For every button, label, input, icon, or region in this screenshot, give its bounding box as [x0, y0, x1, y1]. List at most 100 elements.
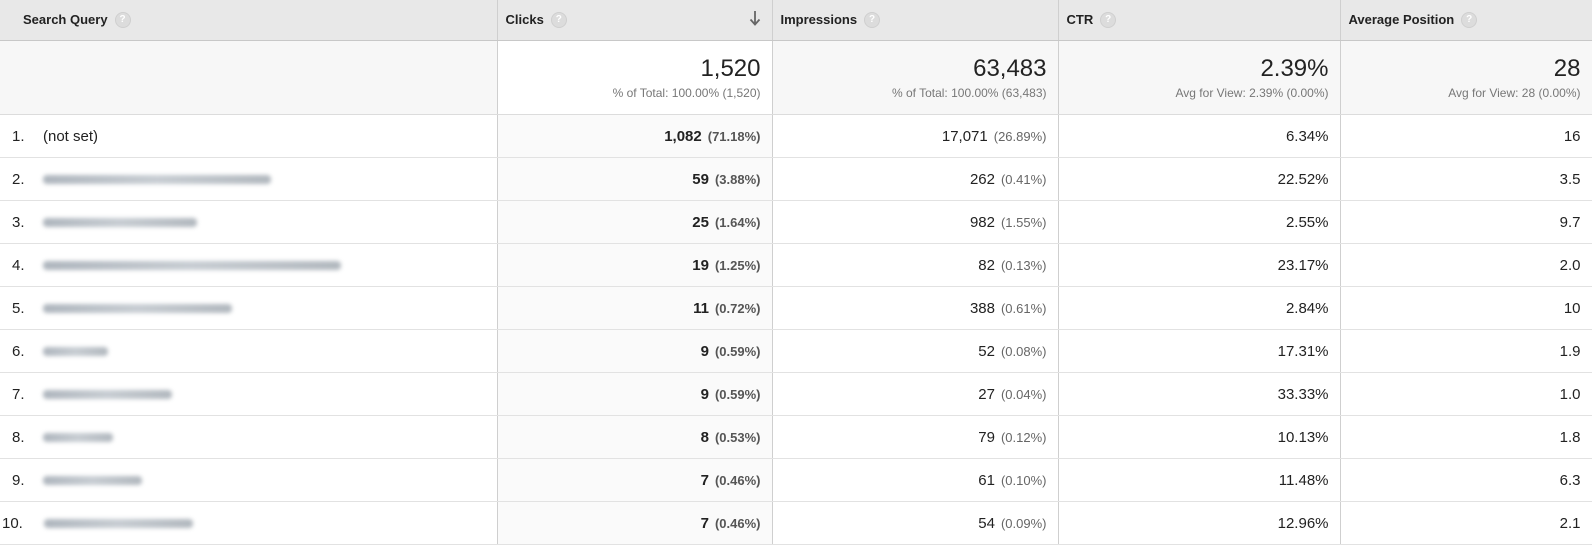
ctr-cell: 12.96%	[1058, 501, 1341, 545]
redacted-query-text	[43, 476, 143, 486]
search-query-cell[interactable]: 8.	[0, 415, 498, 459]
search-query-cell[interactable]: 10.	[0, 501, 498, 545]
position-value: 2.1	[1559, 514, 1581, 532]
help-icon[interactable]: ?	[114, 12, 131, 29]
row-rank: 8.	[12, 428, 25, 446]
position-value: 6.3	[1559, 471, 1581, 489]
column-header-clicks[interactable]: Clicks?	[497, 0, 773, 41]
impressions-value: 54	[978, 514, 995, 532]
table-row[interactable]: 6. 9 (0.59%) 52 (0.08%) 17.31% 1.9	[0, 329, 1592, 373]
table-row[interactable]: 3. 25 (1.64%) 982 (1.55%) 2.55% 9.7	[0, 200, 1592, 244]
clicks-percent: (3.88%)	[714, 171, 761, 187]
ctr-cell: 2.55%	[1058, 200, 1341, 244]
redacted-query-text	[43, 261, 341, 271]
position-value: 16	[1563, 127, 1581, 145]
table-row[interactable]: 4. 19 (1.25%) 82 (0.13%) 23.17% 2.0	[0, 243, 1592, 287]
clicks-value: 19	[692, 256, 709, 274]
search-query-cell[interactable]: 7.	[0, 372, 498, 416]
table-row[interactable]: 8. 8 (0.53%) 79 (0.12%) 10.13% 1.8	[0, 415, 1592, 459]
clicks-value: 7	[700, 514, 709, 532]
impressions-percent: (0.13%)	[1000, 257, 1047, 273]
impressions-percent: (0.61%)	[1000, 300, 1047, 316]
row-rank: 5.	[12, 299, 25, 317]
ctr-value: 2.55%	[1285, 213, 1329, 231]
column-header-search-query[interactable]: Search Query?	[0, 0, 498, 41]
summary-clicks-cell: 1,520 % of Total: 100.00% (1,520)	[497, 40, 773, 115]
impressions-value: 61	[978, 471, 995, 489]
summary-ctr-total: 2.39%	[1260, 55, 1329, 82]
summary-position-subtext: Avg for View: 28 (0.00%)	[1448, 86, 1581, 100]
clicks-cell: 9 (0.59%)	[497, 329, 773, 373]
column-header-ctr[interactable]: CTR?	[1058, 0, 1341, 41]
summary-impressions-cell: 63,483 % of Total: 100.00% (63,483)	[772, 40, 1059, 115]
summary-position-cell: 28 Avg for View: 28 (0.00%)	[1340, 40, 1592, 115]
impressions-cell: 388 (0.61%)	[772, 286, 1059, 330]
impressions-value: 17,071	[941, 127, 988, 145]
ctr-cell: 11.48%	[1058, 458, 1341, 502]
clicks-percent: (1.64%)	[714, 214, 761, 230]
position-cell: 16	[1340, 114, 1592, 158]
clicks-cell: 25 (1.64%)	[497, 200, 773, 244]
help-icon[interactable]: ?	[550, 12, 567, 29]
impressions-cell: 79 (0.12%)	[772, 415, 1059, 459]
table-row[interactable]: 5. 11 (0.72%) 388 (0.61%) 2.84% 10	[0, 286, 1592, 330]
position-cell: 2.0	[1340, 243, 1592, 287]
summary-row: 1,520 % of Total: 100.00% (1,520) 63,483…	[0, 40, 1592, 115]
clicks-percent: (0.53%)	[714, 429, 761, 445]
arrow-down-icon[interactable]	[748, 9, 762, 27]
table-row[interactable]: 9. 7 (0.46%) 61 (0.10%) 11.48% 6.3	[0, 458, 1592, 502]
summary-clicks-total: 1,520	[700, 55, 761, 82]
query-text[interactable]: (not set)	[43, 127, 99, 145]
help-icon[interactable]: ?	[1461, 12, 1478, 29]
ctr-cell: 2.84%	[1058, 286, 1341, 330]
table-row[interactable]: 1. (not set) 1,082 (71.18%) 17,071 (26.89%) 6.…	[0, 114, 1592, 158]
impressions-cell: 52 (0.08%)	[772, 329, 1059, 373]
summary-impressions-total: 63,483	[973, 55, 1047, 82]
impressions-cell: 27 (0.04%)	[772, 372, 1059, 416]
search-query-cell[interactable]: 6.	[0, 329, 498, 373]
impressions-percent: (0.12%)	[1000, 429, 1047, 445]
impressions-value: 388	[969, 299, 995, 317]
search-query-cell[interactable]: 1. (not set)	[0, 114, 498, 158]
clicks-percent: (0.72%)	[714, 300, 761, 316]
impressions-value: 262	[969, 170, 995, 188]
impressions-percent: (0.08%)	[1000, 343, 1047, 359]
ctr-value: 11.48%	[1278, 471, 1329, 489]
table-body: 1,520 % of Total: 100.00% (1,520) 63,483…	[0, 40, 1592, 545]
table-row[interactable]: 7. 9 (0.59%) 27 (0.04%) 33.33% 1.0	[0, 372, 1592, 416]
column-header-average-position[interactable]: Average Position?	[1340, 0, 1592, 41]
position-value: 1.8	[1559, 428, 1581, 446]
clicks-value: 7	[700, 471, 709, 489]
impressions-percent: (0.41%)	[1000, 171, 1047, 187]
summary-ctr-cell: 2.39% Avg for View: 2.39% (0.00%)	[1058, 40, 1341, 115]
impressions-percent: (26.89%)	[993, 128, 1047, 144]
impressions-percent: (1.55%)	[1000, 214, 1047, 230]
clicks-percent: (0.46%)	[714, 515, 761, 531]
impressions-value: 982	[969, 213, 995, 231]
impressions-value: 27	[978, 385, 995, 403]
ctr-cell: 6.34%	[1058, 114, 1341, 158]
impressions-value: 79	[978, 428, 995, 446]
search-query-cell[interactable]: 3.	[0, 200, 498, 244]
ctr-cell: 23.17%	[1058, 243, 1341, 287]
search-query-cell[interactable]: 4.	[0, 243, 498, 287]
column-header-label: CTR	[1066, 11, 1094, 27]
help-icon[interactable]: ?	[864, 12, 881, 29]
position-cell: 2.1	[1340, 501, 1592, 545]
table-row[interactable]: 2. 59 (3.88%) 262 (0.41%) 22.52% 3.5	[0, 157, 1592, 201]
ctr-value: 33.33%	[1277, 385, 1329, 403]
column-header-label: Impressions	[780, 11, 858, 27]
ctr-cell: 22.52%	[1058, 157, 1341, 201]
impressions-cell: 82 (0.13%)	[772, 243, 1059, 287]
help-icon[interactable]: ?	[1100, 12, 1117, 29]
ctr-cell: 17.31%	[1058, 329, 1341, 373]
search-query-cell[interactable]: 5.	[0, 286, 498, 330]
search-query-cell[interactable]: 9.	[0, 458, 498, 502]
search-query-cell[interactable]: 2.	[0, 157, 498, 201]
table-row[interactable]: 10. 7 (0.46%) 54 (0.09%) 12.96% 2.1	[0, 501, 1592, 545]
ctr-cell: 10.13%	[1058, 415, 1341, 459]
column-header-label: Clicks	[505, 11, 544, 27]
clicks-percent: (0.59%)	[714, 343, 761, 359]
column-header-impressions[interactable]: Impressions?	[772, 0, 1059, 41]
